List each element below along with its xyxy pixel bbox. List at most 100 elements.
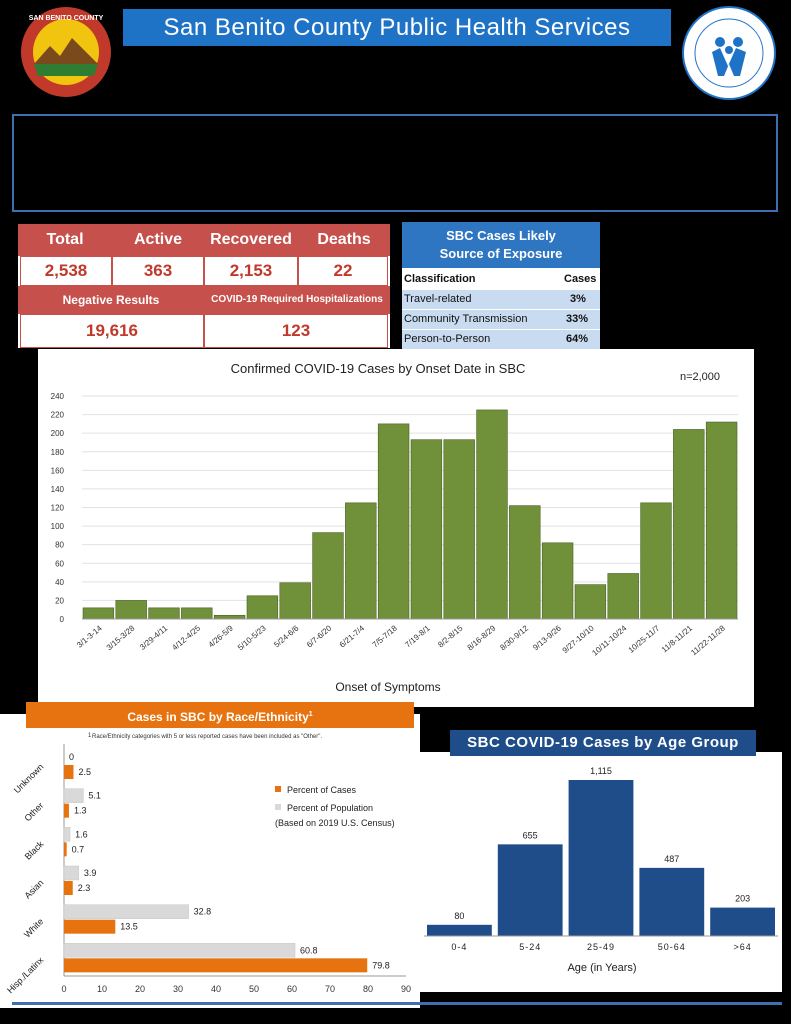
exposure-row: Community Transmission 33% [402, 310, 600, 329]
seal-text: SAN BENITO COUNTY [29, 15, 104, 22]
onset-bar [541, 542, 574, 620]
onset-bar [476, 409, 508, 620]
exposure-row-label: Person-to-Person [404, 333, 491, 345]
exposure-row: Person-to-Person 64% [402, 330, 600, 349]
x-tick-label: 20 [135, 984, 145, 994]
age-bar-label: 1,115 [590, 766, 612, 776]
onset-bar [705, 421, 738, 620]
cases-label: 0.7 [72, 844, 85, 854]
cases-label: 2.3 [78, 883, 91, 893]
y-tick-label: 40 [55, 578, 64, 587]
x-tick-label: 11/22-11/28 [689, 623, 727, 657]
onset-bar [345, 502, 377, 620]
onset-bar [443, 439, 475, 620]
onset-chart: Confirmed COVID-19 Cases by Onset Date i… [38, 349, 754, 707]
negative-label: Negative Results [18, 286, 204, 314]
legend-cases-swatch [275, 786, 281, 792]
cases-bar [64, 919, 116, 934]
onset-bar [181, 607, 213, 620]
y-tick-label: 0 [60, 615, 65, 624]
onset-bar [213, 614, 246, 620]
exposure-row-value: 33% [566, 313, 589, 325]
info-box [12, 114, 778, 212]
onset-bar [115, 600, 147, 620]
onset-bar [312, 532, 344, 620]
active-label: Active [112, 224, 204, 256]
negative-value: 19,616 [20, 314, 204, 348]
age-bar [639, 867, 705, 936]
x-tick-label: 8/2-8/15 [436, 623, 465, 649]
onset-bar [279, 582, 311, 620]
cases-bar [64, 842, 67, 857]
x-tick-label: 4/12-4/25 [170, 623, 202, 652]
legend-population-label: Percent of Population [287, 803, 373, 813]
age-bar [568, 780, 634, 936]
exposure-title-line1: SBC Cases Likely [446, 228, 556, 243]
onset-bar [82, 607, 115, 620]
population-label: 0 [69, 752, 74, 762]
onset-bar [410, 439, 443, 620]
onset-chart-svg: Confirmed COVID-19 Cases by Onset Date i… [51, 361, 738, 694]
category-label: Hisp./Latinx [5, 955, 46, 996]
category-label: Unknown [12, 762, 46, 796]
age-bar-label: 655 [523, 830, 538, 840]
x-tick-label: 0 [61, 984, 66, 994]
y-tick-label: 120 [51, 504, 65, 513]
y-tick-label: 140 [51, 485, 65, 494]
y-tick-label: 160 [51, 466, 65, 475]
category-label: Other [22, 800, 45, 823]
x-tick-label: 8/30-9/12 [498, 623, 530, 652]
age-category-label: >64 [733, 942, 751, 952]
cases-bar [64, 958, 368, 973]
page-title: San Benito County Public Health Services [123, 9, 671, 46]
x-tick-label: 7/19-8/1 [403, 623, 432, 649]
age-bar-label: 487 [664, 854, 679, 864]
population-bar [63, 865, 80, 881]
cases-label: 79.8 [372, 960, 390, 970]
county-seal: SAN BENITO COUNTY [20, 6, 112, 98]
active-value: 363 [112, 256, 204, 286]
y-tick-label: 200 [51, 429, 65, 438]
x-tick-label: 5/24-6/6 [272, 623, 301, 649]
population-label: 3.9 [84, 868, 97, 878]
cases-bar [64, 765, 74, 779]
y-tick-label: 100 [51, 522, 65, 531]
race-chart-title: Cases in SBC by Race/Ethnicity1 [26, 702, 414, 728]
col-cases: Cases [564, 273, 597, 285]
x-tick-label: 30 [173, 984, 183, 994]
x-tick-label: 5/10-5/23 [236, 623, 268, 652]
exposure-row: Travel-related 3% [402, 290, 600, 309]
exposure-table: SBC Cases Likely Source of Exposure Clas… [402, 222, 600, 349]
x-tick-label: 60 [287, 984, 297, 994]
population-bar [63, 827, 71, 842]
x-tick-label: 7/5-7/18 [371, 623, 400, 649]
cases-label: 1.3 [74, 806, 87, 816]
onset-bar [148, 607, 180, 620]
race-chart-svg: 1 Race/Ethnicity categories with 5 or le… [5, 733, 411, 996]
population-label: 60.8 [300, 945, 318, 955]
x-tick-label: 10/25-11/7 [627, 623, 662, 654]
category-label: Asian [22, 878, 45, 901]
onset-x-label: Onset of Symptoms [335, 680, 440, 694]
age-chart-svg: Age (in Years) 80 0-4 655 5-24 1,115 25-49 487… [424, 766, 778, 974]
category-label: Black [23, 839, 46, 862]
x-tick-label: 4/26-5/9 [207, 623, 236, 649]
y-tick-label: 220 [51, 411, 65, 420]
exposure-row-value: 64% [566, 333, 589, 345]
cases-bar [64, 881, 73, 895]
x-tick-label: 3/1-3-14 [75, 623, 104, 649]
legend-note: (Based on 2019 U.S. Census) [275, 818, 395, 828]
age-bar [497, 844, 563, 936]
age-category-label: 50-64 [658, 942, 686, 952]
hosp-label: COVID-19 Required Hospitalizations [204, 286, 390, 314]
legend-population-swatch [275, 804, 281, 810]
x-tick-label: 6/7-6/20 [305, 623, 334, 649]
recovered-value: 2,153 [204, 256, 298, 286]
y-tick-label: 20 [55, 596, 64, 605]
population-bar [63, 788, 84, 803]
age-category-label: 5-24 [519, 942, 541, 952]
onset-chart-title: Confirmed COVID-19 Cases by Onset Date i… [231, 361, 526, 376]
age-chart: Age (in Years) 80 0-4 655 5-24 1,115 25-49 487… [420, 752, 782, 992]
deaths-label: Deaths [298, 224, 390, 256]
exposure-row-value: 3% [570, 293, 586, 305]
